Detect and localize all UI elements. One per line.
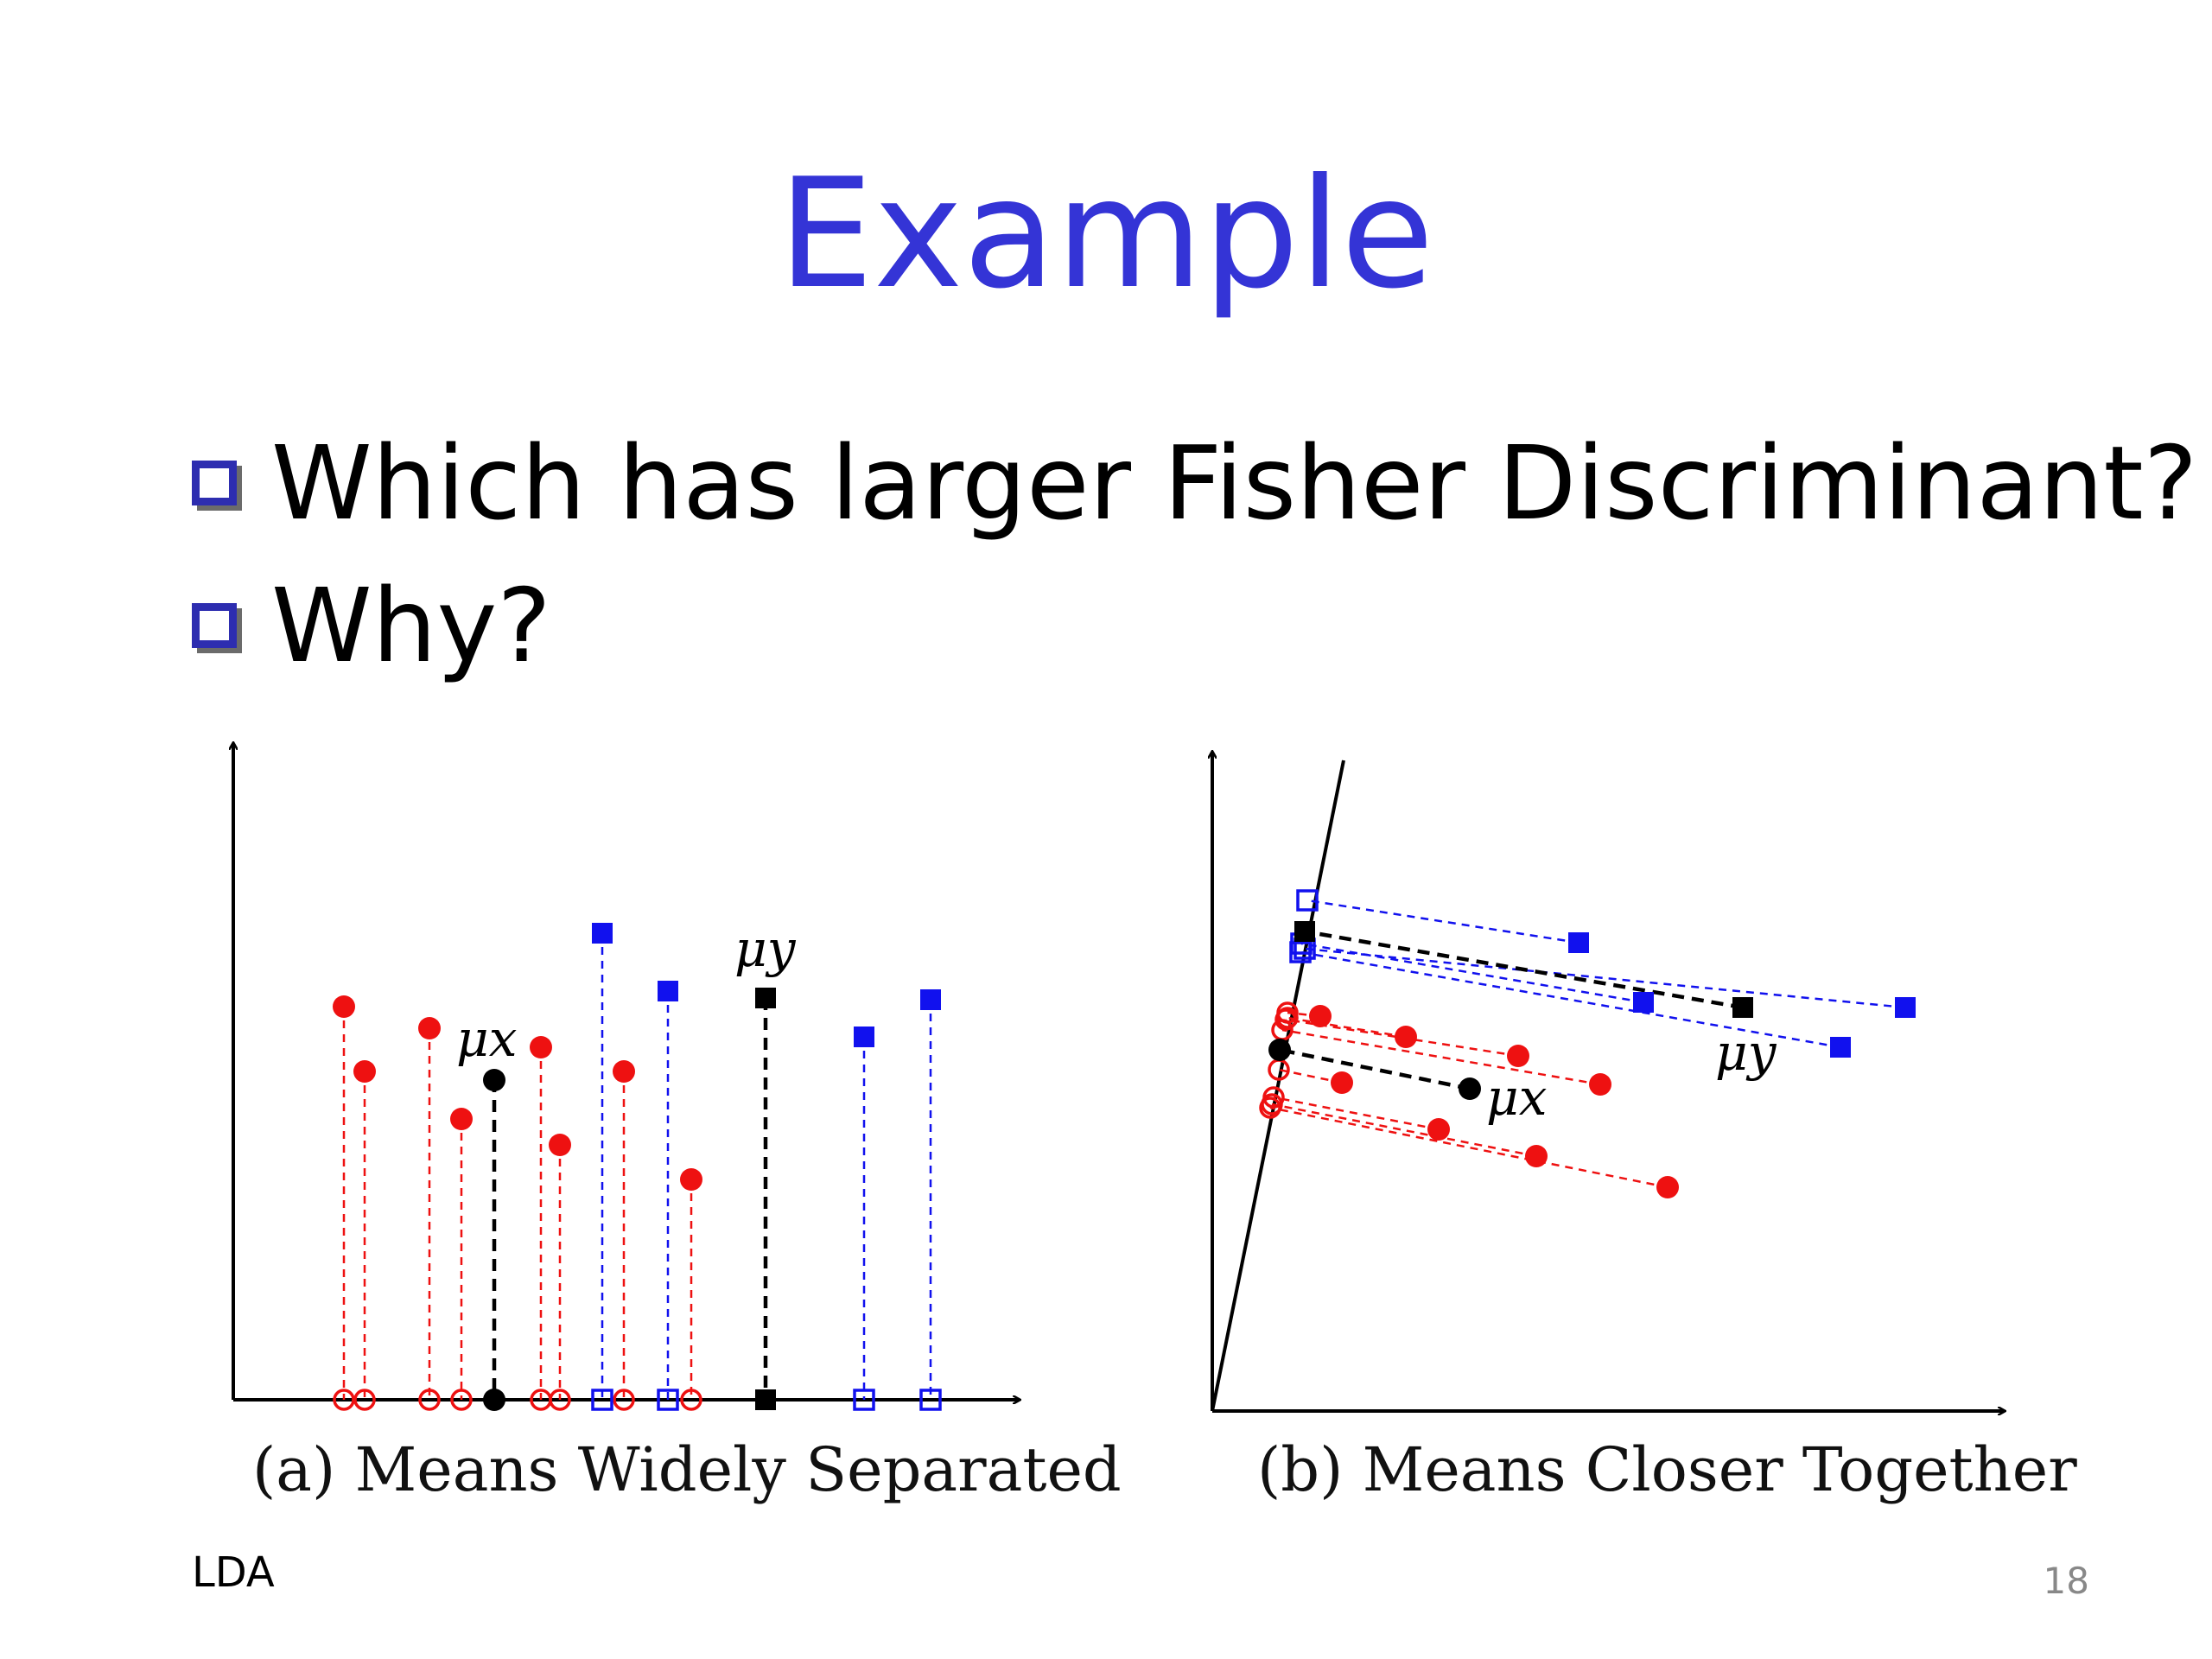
fig-a-caption: (a) Means Widely Separated bbox=[252, 1434, 1122, 1505]
square-bullet-icon bbox=[192, 603, 237, 648]
class-x-projection bbox=[680, 1389, 702, 1411]
projection-dash bbox=[1281, 1028, 1601, 1086]
projection-dash bbox=[1279, 1047, 1471, 1091]
mean-y-projection bbox=[755, 1389, 776, 1410]
class-x-projection bbox=[1276, 1007, 1299, 1029]
fig-a-mean-x-label: μx bbox=[456, 1009, 517, 1068]
class-x-projection bbox=[1259, 1096, 1281, 1119]
class-x-projection bbox=[333, 1389, 355, 1411]
class-x-projection bbox=[549, 1389, 571, 1411]
projection-dash bbox=[1287, 1016, 1407, 1039]
class-x-projection bbox=[353, 1389, 376, 1411]
class-x-projection bbox=[613, 1389, 635, 1411]
mean-y-point bbox=[1732, 997, 1753, 1018]
class-x-point bbox=[333, 995, 355, 1018]
class-y-projection bbox=[657, 1389, 679, 1411]
projection-dash bbox=[1300, 950, 1841, 1049]
class-x-point bbox=[1427, 1118, 1450, 1141]
projection-dash bbox=[1300, 942, 1644, 1004]
projection-dash bbox=[1304, 947, 1906, 1009]
class-x-projection bbox=[418, 1389, 441, 1411]
projection-dash bbox=[1269, 1106, 1669, 1189]
class-x-point bbox=[1525, 1145, 1548, 1167]
mean-y-point bbox=[755, 988, 776, 1008]
fig-b-projection-line bbox=[1211, 760, 1345, 1412]
class-x-point bbox=[418, 1017, 441, 1039]
figure-b: μx μy bbox=[1212, 752, 2005, 1411]
mean-x-projection bbox=[1268, 1039, 1291, 1061]
class-y-point bbox=[854, 1027, 874, 1047]
class-y-point bbox=[592, 923, 613, 944]
class-x-projection bbox=[1274, 1008, 1297, 1031]
class-y-projection bbox=[919, 1389, 942, 1411]
projection-dash bbox=[1306, 899, 1580, 944]
class-x-point bbox=[530, 1036, 552, 1058]
class-x-point bbox=[450, 1108, 473, 1130]
projection-dash bbox=[1273, 1096, 1440, 1131]
fig-b-mean-y-label: μy bbox=[1715, 1023, 1777, 1082]
class-x-point bbox=[353, 1060, 376, 1083]
class-y-projection bbox=[1289, 941, 1312, 963]
projection-dash bbox=[1304, 929, 1744, 1010]
class-x-point bbox=[680, 1168, 702, 1191]
class-x-projection bbox=[450, 1389, 473, 1411]
mean-x-projection bbox=[483, 1389, 505, 1411]
class-y-projection bbox=[591, 1389, 613, 1411]
class-x-point bbox=[1507, 1045, 1529, 1067]
class-x-point bbox=[1589, 1073, 1611, 1096]
class-y-point bbox=[658, 981, 678, 1001]
fig-b-caption: (b) Means Closer Together bbox=[1257, 1434, 2077, 1505]
class-y-point bbox=[1895, 997, 1916, 1018]
class-y-point bbox=[1568, 932, 1589, 953]
bullet-1-text: Which has larger Fisher Discriminant? bbox=[271, 423, 2198, 543]
class-x-point bbox=[1656, 1176, 1679, 1198]
class-y-point bbox=[1830, 1037, 1851, 1058]
class-x-point bbox=[1309, 1005, 1332, 1027]
fig-b-mean-x-label: μx bbox=[1486, 1068, 1547, 1127]
fig-a-mean-y-label: μy bbox=[734, 919, 797, 978]
figure-a: μx μy bbox=[233, 743, 1020, 1411]
projection-dash bbox=[1271, 1103, 1537, 1158]
projection-dash bbox=[1278, 1068, 1343, 1084]
footer-label: LDA bbox=[192, 1548, 275, 1597]
bullet-2-text: Why? bbox=[271, 566, 551, 685]
page-number: 18 bbox=[2043, 1560, 2089, 1602]
class-y-projection bbox=[1296, 889, 1319, 912]
bullet-2: Why? bbox=[192, 566, 551, 685]
mean-x-point bbox=[1459, 1077, 1481, 1100]
class-x-point bbox=[1331, 1071, 1353, 1094]
class-x-point bbox=[613, 1060, 635, 1083]
class-y-projection bbox=[853, 1389, 875, 1411]
mean-x-point bbox=[483, 1069, 505, 1091]
class-x-point bbox=[549, 1134, 571, 1156]
class-y-point bbox=[920, 989, 941, 1010]
mean-y-projection bbox=[1294, 921, 1315, 942]
class-x-point bbox=[1395, 1026, 1417, 1048]
square-bullet-icon bbox=[192, 461, 237, 505]
slide-title: Example bbox=[778, 147, 1434, 322]
bullet-1: Which has larger Fisher Discriminant? bbox=[192, 423, 2197, 543]
class-y-point bbox=[1633, 992, 1654, 1013]
